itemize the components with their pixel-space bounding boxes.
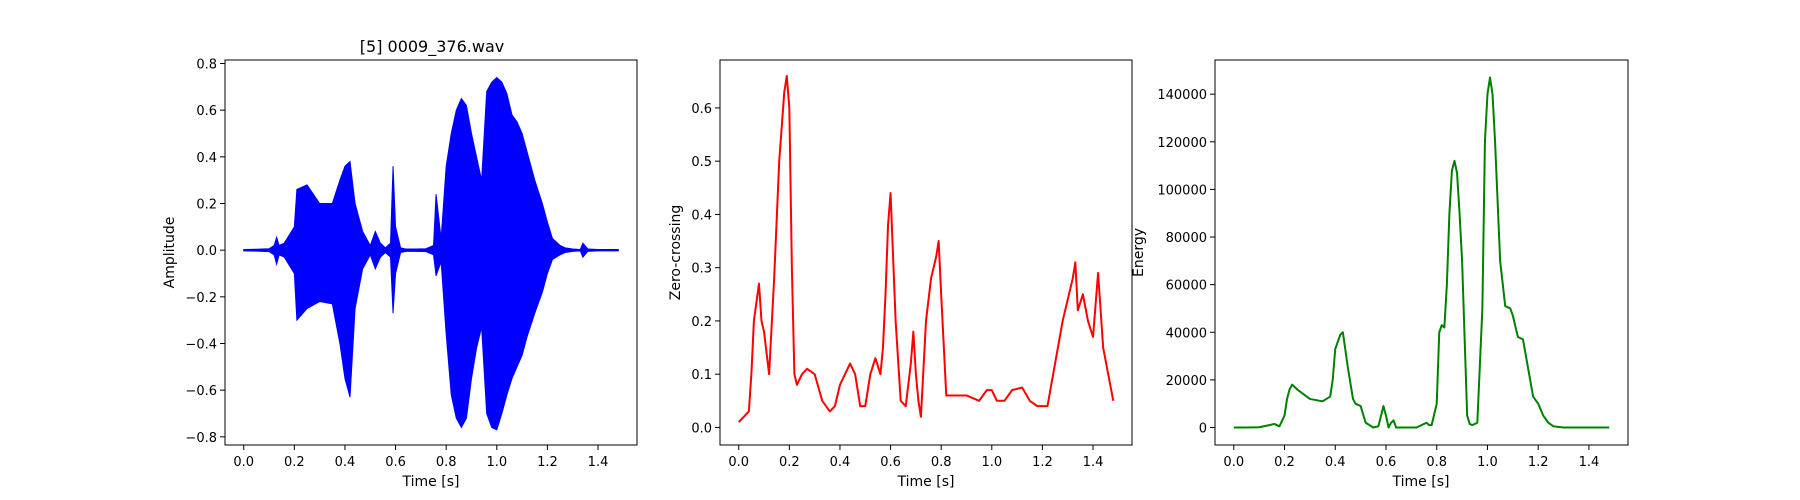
amplitude-axes-frame xyxy=(224,59,638,446)
amplitude-panel: [5] 0009_376.wav 0.0 0.2 0.4 0.6 0.8 1.0 1.2 1.… xyxy=(162,37,638,490)
x-tick-label: 0.0 xyxy=(1223,455,1244,470)
y-tick-label: 0.6 xyxy=(691,102,712,117)
y-tick-label: 0 xyxy=(1199,422,1207,437)
zero-crossing-panel: 0.0 0.2 0.4 0.6 0.8 1.0 1.2 1.4 0.0 0.1 0.2 0.3 0.4… xyxy=(668,59,1133,490)
x-tick-label: 0.2 xyxy=(1274,455,1295,470)
x-tick-label: 1.0 xyxy=(981,455,1002,470)
y-tick-label: −0.2 xyxy=(185,291,217,306)
y-tick-label: 0.5 xyxy=(691,155,712,170)
zero-crossing-x-ticks: 0.0 0.2 0.4 0.6 0.8 1.0 1.2 1.4 xyxy=(728,445,1103,470)
energy-series-line xyxy=(1233,76,1610,429)
y-tick-label: 0.0 xyxy=(196,244,217,259)
x-axis-label: Time [s] xyxy=(1392,474,1450,490)
y-tick-label: 100000 xyxy=(1157,183,1207,198)
x-tick-label: 1.2 xyxy=(1032,455,1053,470)
y-tick-label: 120000 xyxy=(1157,136,1207,151)
x-tick-label: 0.4 xyxy=(830,455,851,470)
x-tick-label: 0.6 xyxy=(880,455,901,470)
energy-y-ticks: 0 20000 40000 60000 80000 100000 120000 140000 xyxy=(1157,88,1215,437)
x-tick-label: 1.4 xyxy=(1083,455,1104,470)
zero-crossing-y-ticks: 0.0 0.1 0.2 0.3 0.4 0.5 0.6 xyxy=(691,102,720,436)
x-tick-label: 1.4 xyxy=(1579,455,1600,470)
zero-crossing-plot-area xyxy=(738,74,1115,423)
energy-plot-area xyxy=(1233,76,1610,429)
x-tick-label: 0.0 xyxy=(233,455,254,470)
y-tick-label: 0.4 xyxy=(196,151,217,166)
y-tick-label: 0.1 xyxy=(691,368,712,383)
y-tick-label: 20000 xyxy=(1166,374,1207,389)
x-tick-label: 0.0 xyxy=(728,455,749,470)
y-tick-label: 0.2 xyxy=(196,198,217,213)
y-tick-label: 80000 xyxy=(1166,231,1207,246)
y-axis-label: Energy xyxy=(1131,228,1147,277)
y-tick-label: 0.3 xyxy=(691,262,712,277)
y-tick-label: 0.2 xyxy=(691,315,712,330)
y-tick-label: 0.4 xyxy=(691,208,712,223)
y-tick-label: 60000 xyxy=(1166,279,1207,294)
x-tick-label: 0.4 xyxy=(335,455,356,470)
amplitude-y-ticks: −0.8 −0.6 −0.4 −0.2 0.0 0.2 0.4 0.6 0.8 xyxy=(185,58,225,446)
x-tick-label: 1.2 xyxy=(537,455,558,470)
x-tick-label: 0.8 xyxy=(436,455,457,470)
y-tick-label: 0.8 xyxy=(196,58,217,73)
x-tick-label: 0.2 xyxy=(284,455,305,470)
y-tick-label: −0.6 xyxy=(185,384,217,399)
energy-axes-frame xyxy=(1214,59,1629,446)
y-tick-label: −0.8 xyxy=(185,431,217,446)
x-tick-label: 0.6 xyxy=(385,455,406,470)
y-tick-label: 40000 xyxy=(1166,326,1207,341)
y-tick-label: −0.4 xyxy=(185,338,217,353)
amplitude-plot-area xyxy=(243,76,619,431)
x-tick-label: 0.6 xyxy=(1376,455,1397,470)
x-axis-label: Time [s] xyxy=(402,474,460,490)
x-tick-label: 0.4 xyxy=(1325,455,1346,470)
y-axis-label: Amplitude xyxy=(162,217,178,289)
amplitude-x-ticks: 0.0 0.2 0.4 0.6 0.8 1.0 1.2 1.4 xyxy=(233,445,608,470)
x-tick-label: 0.2 xyxy=(779,455,800,470)
x-axis-label: Time [s] xyxy=(897,474,955,490)
y-tick-label: 0.6 xyxy=(196,104,217,119)
x-tick-label: 1.2 xyxy=(1528,455,1549,470)
y-axis-label: Zero-crossing xyxy=(668,205,684,300)
chart-title: [5] 0009_376.wav xyxy=(360,37,504,57)
energy-x-ticks: 0.0 0.2 0.4 0.6 0.8 1.0 1.2 1.4 xyxy=(1223,445,1599,470)
y-tick-label: 140000 xyxy=(1157,88,1207,103)
y-tick-label: 0.0 xyxy=(691,421,712,436)
x-tick-label: 0.8 xyxy=(1426,455,1447,470)
zero-crossing-series-line xyxy=(738,74,1115,423)
energy-panel: 0.0 0.2 0.4 0.6 0.8 1.0 1.2 1.4 0 20000 40000 6000… xyxy=(1131,59,1629,490)
x-tick-label: 1.0 xyxy=(486,455,507,470)
x-tick-label: 1.0 xyxy=(1477,455,1498,470)
amplitude-waveform xyxy=(243,76,619,431)
zero-crossing-axes-frame xyxy=(719,59,1133,446)
x-tick-label: 1.4 xyxy=(588,455,609,470)
x-tick-label: 0.8 xyxy=(931,455,952,470)
